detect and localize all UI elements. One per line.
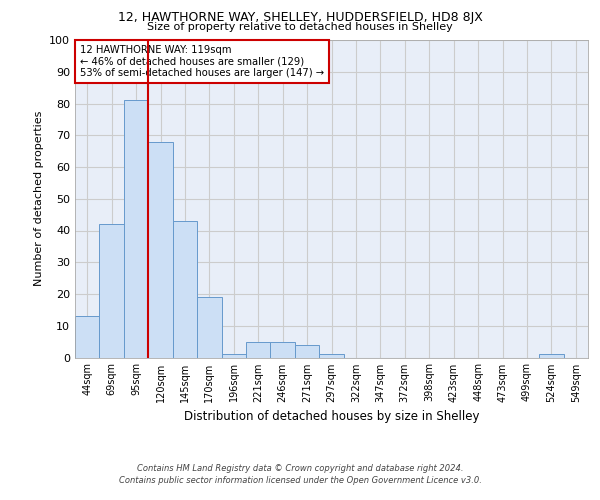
Bar: [148, 142, 173, 358]
Bar: [221, 354, 246, 358]
Y-axis label: Number of detached properties: Number of detached properties: [34, 111, 44, 286]
X-axis label: Distribution of detached houses by size in Shelley: Distribution of detached houses by size …: [184, 410, 479, 423]
Text: Contains HM Land Registry data © Crown copyright and database right 2024.: Contains HM Land Registry data © Crown c…: [137, 464, 463, 473]
Bar: [100, 224, 124, 358]
Text: 12, HAWTHORNE WAY, SHELLEY, HUDDERSFIELD, HD8 8JX: 12, HAWTHORNE WAY, SHELLEY, HUDDERSFIELD…: [118, 11, 482, 24]
Text: Contains public sector information licensed under the Open Government Licence v3: Contains public sector information licen…: [119, 476, 481, 485]
Bar: [319, 354, 344, 358]
Bar: [271, 342, 295, 357]
Bar: [246, 342, 271, 357]
Bar: [197, 297, 221, 358]
Bar: [173, 221, 197, 358]
Bar: [124, 100, 148, 358]
Text: Size of property relative to detached houses in Shelley: Size of property relative to detached ho…: [147, 22, 453, 32]
Text: 12 HAWTHORNE WAY: 119sqm
← 46% of detached houses are smaller (129)
53% of semi-: 12 HAWTHORNE WAY: 119sqm ← 46% of detach…: [80, 45, 324, 78]
Bar: [75, 316, 100, 358]
Bar: [295, 345, 319, 358]
Bar: [539, 354, 563, 358]
